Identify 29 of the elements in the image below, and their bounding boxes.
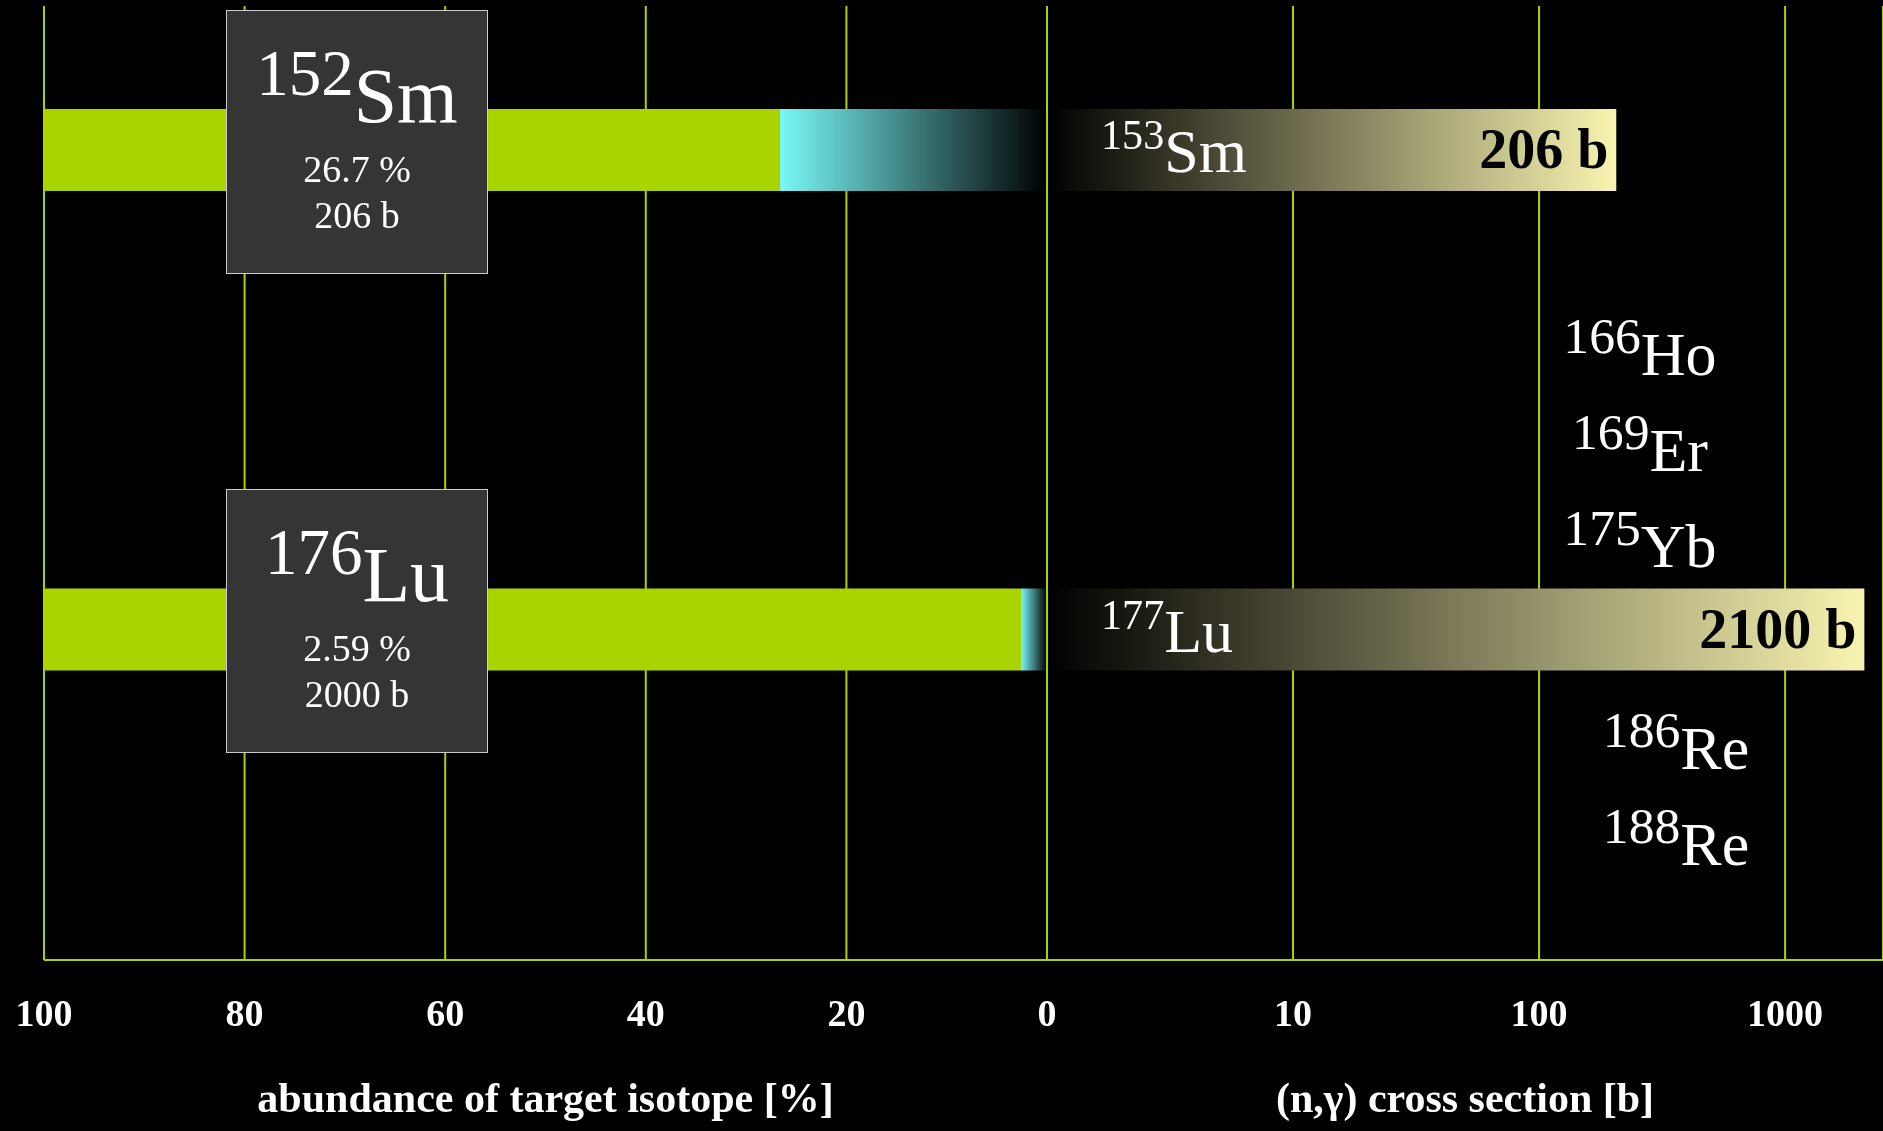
x-tick-label: 60 <box>426 992 465 1034</box>
annotation: 2.59 % <box>302 626 412 672</box>
y-tick-label: $^{176}$Lu <box>263 515 451 621</box>
annotation: $^{166}$Ho <box>1562 306 1718 390</box>
x-tick-label: 20 <box>827 992 866 1034</box>
x-tick-label: 40 <box>626 992 665 1034</box>
annotation: 2000 b <box>303 672 411 718</box>
x-tick-label: 0 <box>1037 992 1057 1034</box>
x-tick-label: 100 <box>15 992 73 1034</box>
annotation: 206 b <box>313 192 401 238</box>
y-tick-label: $^{177}$Lu <box>1101 590 1234 665</box>
x-tick-label: 80 <box>225 992 264 1034</box>
isotope-box: $^{176}$Lu 2.59 % 2000 b <box>226 489 488 754</box>
y-tick-label: $^{153}$Sm <box>1101 110 1247 186</box>
x-axis-title: abundance of target isotope [%] <box>257 1075 834 1121</box>
annotation: $^{188}$Re <box>1601 796 1751 880</box>
x-axis-title: (n,γ) cross section [b] <box>1275 1075 1655 1122</box>
annotation: $^{186}$Re <box>1601 700 1751 784</box>
data-label: 2100 b <box>1699 597 1857 660</box>
isotope-box: $^{152}$Sm 26.7 % 206 b <box>226 9 488 274</box>
annotation: $^{175}$Yb <box>1562 498 1718 582</box>
y-tick-label: $^{152}$Sm <box>255 35 459 141</box>
annotation: 26.7 % <box>302 146 412 192</box>
annotation: $^{169}$Er <box>1571 402 1709 486</box>
x-tick-label: 1000 <box>1747 992 1824 1034</box>
bar <box>1021 588 1047 671</box>
x-tick-label: 100 <box>1510 992 1568 1034</box>
data-label: 206 b <box>1479 118 1609 181</box>
x-tick-label: 10 <box>1274 992 1313 1034</box>
